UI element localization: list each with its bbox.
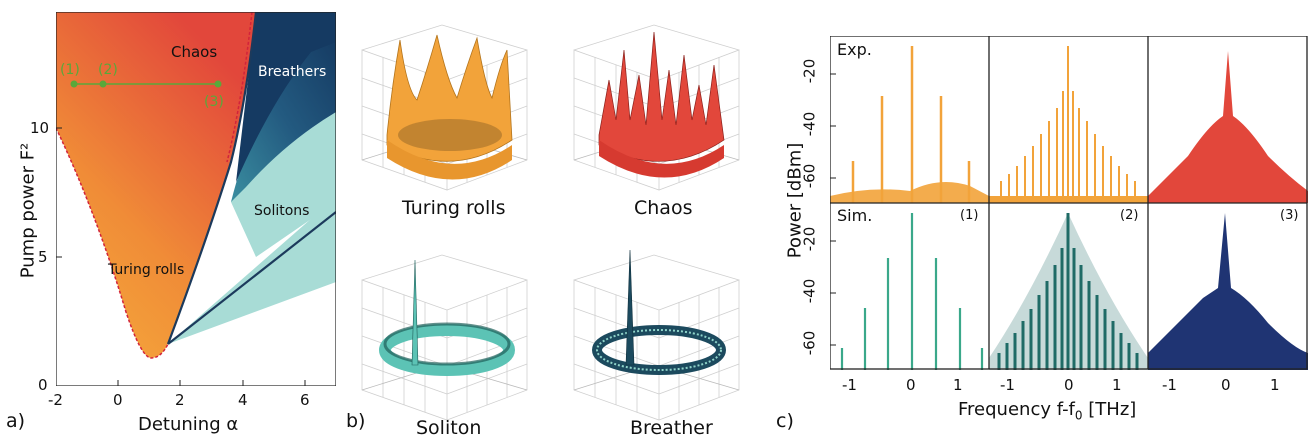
cell-number-3: (3) bbox=[1280, 208, 1299, 223]
a-ytick-1: 0 bbox=[38, 376, 48, 394]
marker-label-1: (1) bbox=[60, 62, 80, 78]
region-solitons: Solitons bbox=[254, 203, 309, 219]
c-ytick-top-1: -20 bbox=[800, 58, 819, 84]
solitons-region bbox=[168, 197, 336, 344]
turing-chaos-region bbox=[56, 12, 256, 358]
c-xtick-2a: -1 bbox=[1000, 376, 1015, 394]
panel-c-xlabel: Frequency f-f0 [THz] bbox=[958, 399, 1136, 423]
breather-3d bbox=[573, 249, 740, 421]
label-soliton: Soliton bbox=[416, 417, 482, 439]
spectrum-sim-2 bbox=[989, 213, 1148, 370]
c-xtick-3b: 0 bbox=[1221, 376, 1231, 394]
c-ytick-bot-3: -60 bbox=[800, 330, 819, 356]
panel-c-xlabel-unit: [THz] bbox=[1082, 399, 1137, 420]
marker-3 bbox=[214, 80, 222, 88]
a-ytick-3: 10 bbox=[30, 119, 50, 137]
a-xtick-1: -2 bbox=[48, 391, 63, 409]
label-breather: Breather bbox=[630, 417, 713, 439]
breathers-region bbox=[231, 32, 336, 202]
row-label-exp: Exp. bbox=[837, 40, 872, 59]
label-chaos: Chaos bbox=[634, 197, 693, 219]
label-turing-rolls: Turing rolls bbox=[402, 197, 506, 219]
a-xtick-5: 6 bbox=[300, 391, 310, 409]
a-ytick-2: 5 bbox=[38, 248, 48, 266]
panel-a-ylabel: Pump power F² bbox=[17, 142, 39, 279]
region-turing: Turing rolls bbox=[107, 262, 184, 278]
turing-rolls-3d bbox=[361, 24, 528, 191]
c-xtick-2c: 1 bbox=[1112, 376, 1122, 394]
c-xtick-1b: 0 bbox=[906, 376, 916, 394]
panel-b-3d bbox=[361, 24, 740, 421]
c-xtick-2b: 0 bbox=[1064, 376, 1074, 394]
spectrum-sim-1 bbox=[840, 213, 984, 370]
marker-label-2: (2) bbox=[98, 62, 118, 78]
marker-2 bbox=[99, 80, 107, 88]
panel-c-xlabel-main: Frequency f-f bbox=[958, 399, 1075, 420]
c-xtick-3a: -1 bbox=[1162, 376, 1177, 394]
marker-label-3: (3) bbox=[204, 94, 224, 110]
c-xtick-3c: 1 bbox=[1270, 376, 1280, 394]
c-ytick-bot-2: -40 bbox=[800, 278, 819, 304]
c-xtick-1a: -1 bbox=[842, 376, 857, 394]
a-xtick-3: 2 bbox=[175, 391, 185, 409]
row-label-sim: Sim. bbox=[837, 206, 873, 225]
chaos-3d bbox=[573, 24, 740, 191]
phase-diagram: (1) (2) (3) Chaos Breathers Solitons Tur… bbox=[56, 12, 336, 386]
spectra-grid bbox=[830, 36, 1308, 370]
spectrum-exp-1 bbox=[830, 46, 989, 203]
c-ytick-top-3: -60 bbox=[800, 163, 819, 189]
panel-c-xlabel-sub: 0 bbox=[1074, 408, 1083, 423]
panel-a-xlabel: Detuning α bbox=[138, 414, 239, 435]
panel-a-letter: a) bbox=[6, 410, 26, 432]
panel-b-letter: b) bbox=[346, 410, 366, 432]
cell-number-2: (2) bbox=[1120, 208, 1139, 223]
spectrum-sim-3 bbox=[1148, 213, 1308, 370]
marker-1 bbox=[70, 80, 78, 88]
c-xtick-1c: 1 bbox=[953, 376, 963, 394]
c-ytick-top-2: -40 bbox=[800, 111, 819, 137]
c-ytick-bot-1: -20 bbox=[800, 226, 819, 252]
panel-c-letter: c) bbox=[776, 410, 794, 432]
soliton-3d bbox=[361, 254, 528, 421]
spectrum-exp-2 bbox=[989, 46, 1148, 203]
panel-c-ylabel: Power [dBm] bbox=[784, 142, 806, 259]
region-chaos: Chaos bbox=[171, 43, 217, 61]
cell-number-1: (1) bbox=[960, 208, 979, 223]
region-breathers: Breathers bbox=[258, 64, 326, 80]
a-xtick-4: 4 bbox=[238, 391, 248, 409]
a-xtick-2: 0 bbox=[113, 391, 123, 409]
spectrum-exp-3 bbox=[1148, 51, 1308, 203]
